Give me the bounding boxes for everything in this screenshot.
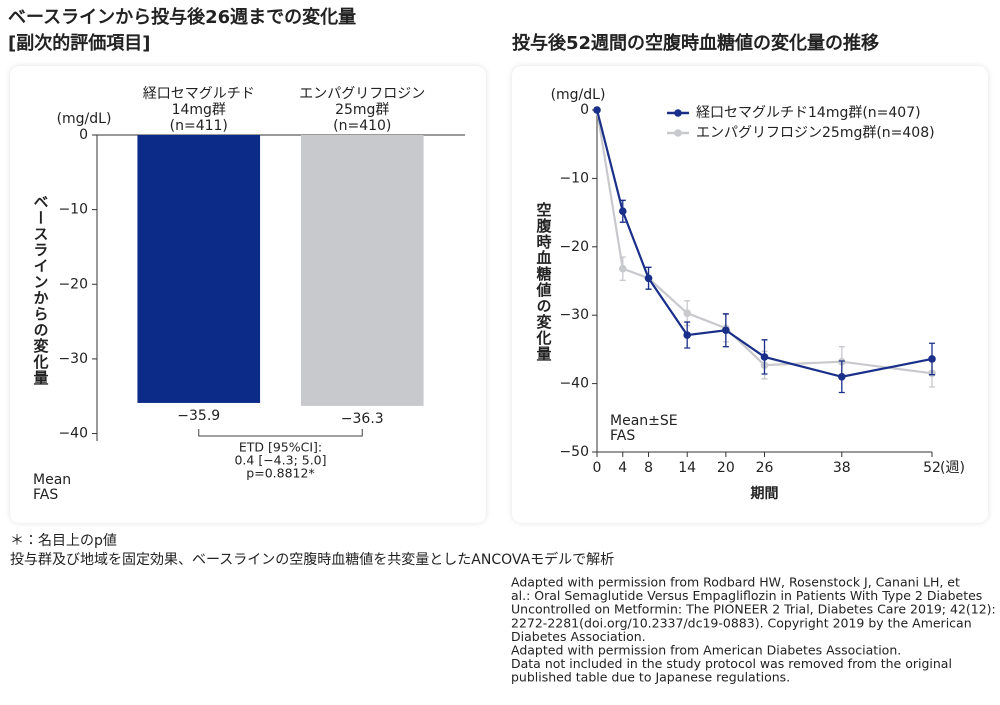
annotation: 0.4 [−4.3; 5.0] (234, 453, 326, 468)
y-tick-label: −40 (559, 376, 589, 392)
category-label: (n=410) (333, 118, 391, 134)
category-label: 14mg群 (172, 102, 226, 118)
citation-line: Uncontrolled on Metformin: The PIONEER 2… (511, 602, 996, 617)
point (838, 372, 846, 381)
point (722, 326, 730, 335)
y-tick-label: −20 (559, 239, 589, 255)
x-axis-label: 期間 (751, 486, 779, 502)
y-tick-label: −10 (58, 202, 88, 218)
y-tick-label: −40 (58, 426, 88, 442)
citation-line: Adapted with permission from Rodbard HW,… (511, 575, 960, 590)
category-label: 25mg群 (335, 102, 389, 118)
legend-label: 経口セマグルチド14mg群(n=407) (696, 105, 921, 121)
point (760, 353, 769, 361)
legend-label: エンパグリフロジン25mg群(n=408) (696, 125, 935, 141)
x-tick-label: 0 (593, 460, 602, 476)
chart-title: ベースラインから投与後26週までの変化量 (8, 6, 356, 28)
y-tick-label: −30 (58, 351, 88, 367)
category-label: 経口セマグルチド (143, 86, 255, 102)
y-tick-label: −20 (58, 276, 88, 292)
series-line (595, 109, 933, 375)
bar (137, 135, 261, 403)
y-tick-label: 0 (580, 102, 589, 118)
citation-line: Data not included in the study protocol … (511, 656, 952, 671)
category-label: (n=411) (170, 118, 228, 134)
annotation: ETD [95%CI]: (239, 440, 322, 455)
right-panel (512, 66, 988, 523)
citation-line: 2272-2281(doi.org/10.2337/dc19-0883). Co… (511, 615, 972, 630)
citation-line: al.: Oral Semaglutide Versus Empaglifloz… (511, 588, 982, 603)
y-tick-label: 0 (79, 127, 88, 143)
series-line (595, 109, 933, 378)
note: Mean±SE (610, 413, 678, 429)
x-tick-label: 14 (678, 460, 696, 476)
point (928, 355, 936, 363)
note: FAS (33, 487, 58, 503)
value-label: −35.9 (177, 408, 220, 424)
point (593, 106, 601, 114)
footnote: ＊：名目上のp値 (10, 533, 117, 549)
y-tick-label: −10 (559, 170, 589, 186)
y-tick-label: −30 (559, 307, 589, 323)
legend-marker (674, 129, 682, 137)
x-tick-label: 52 (923, 460, 941, 476)
point (618, 264, 627, 273)
citation-line: published table due to Japanese regulati… (511, 670, 790, 685)
chart-subtitle: [副次的評価項目] (8, 32, 150, 54)
chart-title: 投与後52週間の空腹時血糖値の変化量の推移 (512, 32, 879, 54)
point (683, 331, 691, 339)
y-axis-label: ベースラインからの変化量 (32, 194, 50, 386)
legend-marker (674, 109, 682, 117)
y-unit: (mg/dL) (57, 111, 112, 127)
y-tick-label: −50 (559, 444, 589, 460)
category-label: エンパグリフロジン (299, 86, 425, 102)
bar (300, 135, 424, 406)
x-tick-label: 26 (756, 460, 774, 476)
x-tick-label: 8 (644, 460, 653, 476)
point (618, 207, 627, 216)
citation-line: Adapted with permission from American Di… (511, 643, 901, 658)
y-axis-label: 空腹時血糖値の変化量 (535, 202, 553, 362)
note: FAS (610, 428, 635, 444)
x-tick-label: 4 (618, 460, 627, 476)
x-tick-label: 38 (833, 460, 851, 476)
footnote: 投与群及び地域を固定効果、ベースラインの空腹時血糖値を共変量としたANCOVAモ… (10, 551, 614, 568)
etd-bracket (198, 429, 363, 437)
y-unit: (mg/dL) (551, 87, 606, 103)
point (644, 274, 653, 283)
x-tick-label: 20 (717, 460, 735, 476)
point (683, 309, 691, 317)
x-unit: (週) (940, 460, 965, 476)
value-label: −36.3 (341, 411, 384, 427)
citation-line: Diabetes Association. (511, 629, 646, 644)
annotation: p=0.8812* (246, 466, 314, 481)
note: Mean (33, 472, 71, 488)
